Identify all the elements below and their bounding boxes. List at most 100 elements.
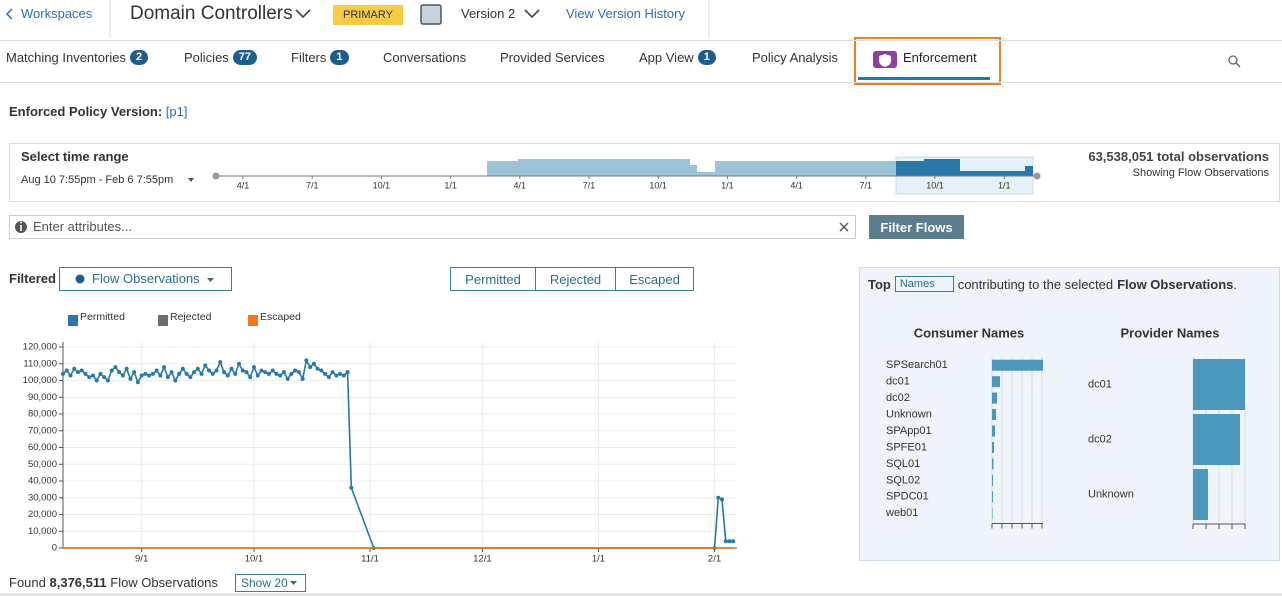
data-point [323,371,328,376]
data-point [210,371,215,376]
permitted-button[interactable]: Permitted [450,267,536,291]
title-chevron[interactable] [295,9,311,19]
filter-input[interactable] [9,215,856,239]
legend-label[interactable]: Rejected [170,311,212,323]
footer-border [0,593,1282,596]
tab[interactable]: Matching Inventories 2 [6,50,149,65]
clear-icon[interactable] [839,222,849,232]
found-metric: Flow Observations [110,575,218,590]
range-caret[interactable] [188,178,194,182]
active-tab-highlight [854,37,1001,85]
tab[interactable]: Conversations [383,50,466,65]
names-dropdown[interactable]: Names [894,276,954,292]
category-label: Unknown [1088,488,1134,500]
found-label: Found [9,575,46,590]
version-chevron[interactable] [524,9,540,19]
data-point [259,368,264,373]
metric-caret[interactable] [207,278,214,282]
tab-count: 77 [232,50,258,65]
timeline-histogram-selected [896,159,1033,176]
top-middle: contributing to the selected [957,276,1114,292]
tab[interactable]: Provided Services [500,50,605,65]
legend-label[interactable]: Permitted [80,311,125,323]
show-dropdown[interactable]: Show 20 [235,574,306,592]
timeline-tick-label: 7/1 [306,180,319,190]
filter-placeholder: Enter attributes... [33,219,132,234]
top-panel-header: Top Names contributing to the selected F… [868,276,1237,292]
data-point [296,370,301,375]
tab-count: 2 [129,50,149,65]
tab[interactable]: Policies 77 [184,50,258,65]
legend-label[interactable]: Escaped [260,311,301,323]
bar [992,392,997,404]
enforced-label: Enforced Policy Version: [9,104,163,119]
filtered-label: Filtered [9,271,56,286]
y-tick-label: 10,000 [28,526,57,537]
workspace-title[interactable]: Domain Controllers [130,3,293,24]
bar [992,474,993,486]
data-point [143,371,148,376]
data-point [248,375,253,380]
show-caret[interactable] [290,581,297,585]
y-tick-label: 100,000 [23,375,57,386]
data-point [98,371,103,376]
data-point [188,375,193,380]
tab-count: 1 [697,50,716,65]
category-label: Unknown [886,408,932,420]
bar [992,409,996,421]
timeline-tick-label: 10/1 [373,180,391,190]
data-point [113,365,118,370]
tab[interactable]: Enforcement [903,50,977,65]
slider-handle[interactable] [1033,172,1041,180]
data-point [244,370,249,375]
enforced-version-link[interactable]: [p1] [165,104,188,119]
y-tick-label: 80,000 [28,409,57,420]
data-point [64,368,69,373]
tab[interactable]: App View 1 [639,50,716,65]
primary-badge: PRIMARY [333,5,403,25]
version-label[interactable]: Version 2 [461,6,516,21]
data-point [173,378,178,383]
tab[interactable]: Filters 1 [291,50,349,65]
bar [992,376,1000,388]
data-point [240,368,245,373]
data-point [731,539,736,544]
data-point [308,365,313,370]
category-label: SPFE01 [886,441,927,453]
back-link[interactable]: Workspaces [21,6,93,21]
filter-button[interactable]: Filter Flows [869,215,964,239]
enforcement-icon [879,54,891,67]
data-point [139,373,144,378]
time-range-value[interactable]: Aug 10 7:55pm - Feb 6 7:55pm [21,174,174,186]
search-icon[interactable] [1228,55,1238,65]
escaped-button[interactable]: Escaped [615,267,694,291]
bar-chart-title: Consumer Names [914,325,1025,340]
data-point [229,366,234,371]
metric-dropdown[interactable] [59,267,232,291]
tab-label: Filters [291,50,327,65]
slider-handle[interactable] [212,172,220,180]
data-point [207,368,212,373]
footer-summary: Found 8,376,511 Flow Observations [9,575,218,590]
timeline-tick-label: 7/1 [583,180,596,190]
tab-label: Conversations [383,50,467,65]
back-chevron[interactable] [5,8,13,20]
data-point [128,376,133,381]
rejected-button[interactable]: Rejected [535,267,616,291]
info-icon-dot [20,221,22,224]
timeline-tick-label: 1/1 [998,180,1011,190]
data-point [165,375,170,380]
data-point [132,370,137,375]
data-point [222,370,227,375]
data-point [90,373,95,378]
data-point [177,371,182,376]
tab[interactable]: Policy Analysis [752,50,838,65]
y-tick-label: 60,000 [28,442,57,453]
data-point [87,375,92,380]
version-history-link[interactable]: View Version History [566,6,685,21]
tab-label: Policy Analysis [752,50,838,65]
x-tick-label: 9/1 [135,554,148,565]
x-tick-label: 11/1 [361,554,379,565]
data-point [326,375,331,380]
data-point [289,371,294,376]
